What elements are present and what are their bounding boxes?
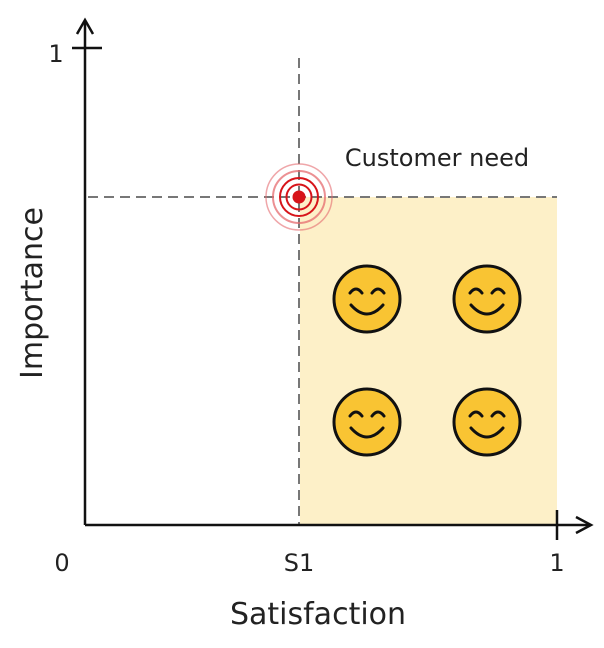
smiley-icon [452, 264, 522, 334]
target-icon [265, 163, 333, 231]
y-axis-title: Importance [15, 207, 50, 379]
x-max-label: 1 [549, 549, 564, 577]
y-axis [72, 17, 102, 525]
satisfied-region [300, 197, 557, 525]
customer-need-label: Customer need [345, 144, 529, 172]
smiley-icon [332, 264, 402, 334]
x-axis [85, 510, 594, 540]
origin-label: 0 [54, 549, 69, 577]
x-axis-title: Satisfaction [230, 597, 406, 632]
smiley-icon [332, 387, 402, 457]
s1-label: S1 [284, 549, 315, 577]
smiley-icon [452, 387, 522, 457]
y-max-label: 1 [48, 40, 63, 68]
